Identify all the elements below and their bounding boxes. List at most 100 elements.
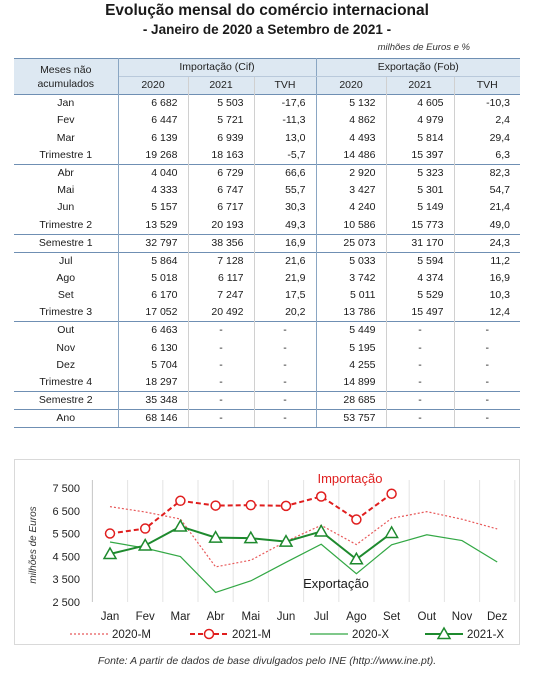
export-group-header: Exportação (Fob) (316, 58, 520, 77)
table-cell: 20,2 (253, 304, 317, 322)
y-tick-label: 3 500 (52, 574, 80, 586)
legend-label: 2020-M (112, 629, 151, 641)
x-tick-label: Jul (314, 611, 329, 623)
table-cell: 28 685 (316, 391, 386, 410)
table-row: Ago 5 018 6 117 21,9 3 742 4 374 16,9 (14, 269, 520, 287)
row-label: Out (14, 321, 119, 340)
table-cell: - (253, 321, 317, 340)
data-point (245, 499, 257, 511)
table-cell: 13 529 (145, 218, 178, 231)
table-cell: 4 979 (385, 112, 454, 130)
data-point (349, 551, 364, 565)
table-cell: - (187, 409, 254, 429)
row-label: Abr (14, 163, 119, 182)
table-cell: 4 333 (151, 183, 178, 196)
table-cell: 18 297 (145, 376, 178, 389)
row-label: Mai (14, 181, 119, 200)
table-cell: - (253, 374, 317, 392)
table-row: Semestre 2 35 348- -28 685- - (14, 391, 520, 410)
table-cell: 32 797 (118, 233, 188, 253)
table-cell: 4 255 (349, 358, 376, 371)
table-cell: 5 323 (385, 163, 454, 182)
table-cell: 29,4 (453, 129, 520, 147)
col-export-2021: 2021 (385, 76, 454, 95)
table-row: Ano 68 146- -53 757- - (14, 409, 520, 429)
x-tick-label: Jun (277, 611, 296, 623)
months-header-line1: Meses não (40, 63, 92, 76)
import-group-header: Importação (Cif) (118, 58, 317, 77)
row-label: Set (14, 286, 119, 305)
x-tick-label: Abr (207, 611, 225, 623)
y-tick-label: 2 500 (52, 597, 80, 609)
table-cell: - (453, 374, 520, 392)
table-cell: 21,4 (453, 199, 520, 217)
y-tick-label: 6 500 (52, 506, 80, 518)
table-row: Trimestre 3 17 052 20 492 20,2 13 786 15 497 1… (14, 304, 520, 322)
data-point (137, 537, 153, 551)
table-cell: 24,3 (453, 233, 520, 253)
table-cell: -11,3 (253, 112, 317, 130)
data-point (280, 500, 292, 512)
x-tick-label: Jan (101, 611, 120, 623)
table-cell: - (453, 321, 520, 340)
table-cell: 5 033 (316, 251, 386, 270)
table-cell: 5 195 (349, 341, 376, 354)
row-label: Ano (14, 409, 119, 429)
x-tick-label: Mar (170, 611, 190, 623)
table-row: Fev 6 447 5 721 -11,3 4 862 4 979 2,4 (14, 112, 520, 130)
table-cell: 5 018 (151, 271, 178, 284)
table-cell: - (187, 321, 254, 340)
table-cell: 5 864 (118, 251, 188, 270)
table-cell: - (187, 374, 254, 392)
table-cell: - (187, 356, 254, 375)
table-cell: 19 268 (145, 148, 178, 161)
series-line-2021-m (109, 492, 393, 535)
table-cell: 38 356 (187, 233, 254, 253)
table-row: Semestre 1 32 797 38 356 16,9 25 073 31 170 24… (14, 233, 520, 253)
table-cell: 13 786 (343, 306, 376, 319)
legend-label: 2020-X (352, 629, 389, 641)
data-point (243, 530, 259, 544)
table-cell: 20 193 (187, 216, 254, 235)
table-cell: 4 493 (349, 131, 376, 144)
table-cell: 30,3 (253, 199, 317, 217)
data-point (278, 534, 294, 547)
row-label: Trimestre 2 (14, 216, 119, 235)
legend-label: 2021-X (467, 629, 504, 641)
table-cell: -17,6 (253, 94, 317, 112)
table-cell: 4 862 (349, 114, 376, 127)
table-cell: - (453, 339, 520, 357)
table-cell: 5 301 (385, 181, 454, 200)
table-cell: 5 529 (385, 286, 454, 305)
x-tick-label: Nov (452, 611, 473, 623)
data-point (102, 546, 118, 560)
table-cell: - (385, 391, 454, 410)
table-cell: 55,7 (253, 181, 317, 200)
data-point (386, 488, 397, 500)
table-cell: 5 721 (187, 112, 254, 130)
table-cell: - (453, 356, 520, 375)
table-cell: - (453, 391, 520, 410)
table-cell: 13,0 (253, 129, 317, 147)
table-row: Mar 6 139 6 939 13,0 4 493 5 814 29,4 (14, 129, 520, 147)
table-cell: 18 163 (187, 146, 254, 165)
table-cell: 6 939 (187, 129, 254, 147)
table-cell: 21,6 (253, 251, 317, 270)
table-row: Trimestre 1 19 268 18 163 -5,7 14 486 15 397 6… (14, 146, 520, 165)
x-tick-label: Dez (487, 611, 508, 623)
x-tick-label: Out (418, 611, 437, 623)
page-title: Evolução mensal do comércio internaciona… (105, 2, 429, 19)
legend-marker (203, 628, 215, 640)
row-label: Trimestre 4 (14, 374, 119, 392)
months-header-line2: acumulados (37, 77, 95, 90)
col-export-tvh: TVH (453, 76, 520, 95)
row-label: Jun (14, 199, 119, 217)
table-cell: -10,3 (453, 94, 520, 112)
table-cell: 5 011 (350, 289, 376, 302)
table-cell: 4 374 (385, 269, 454, 287)
legend-marker (436, 626, 452, 640)
chart-frame (14, 459, 520, 645)
line-chart: 2 500 3 500 4 500 5 500 6 500 7 500 milhões de… (28, 471, 516, 641)
table-cell: 17,5 (253, 286, 317, 305)
table-cell: 5 503 (187, 94, 254, 112)
